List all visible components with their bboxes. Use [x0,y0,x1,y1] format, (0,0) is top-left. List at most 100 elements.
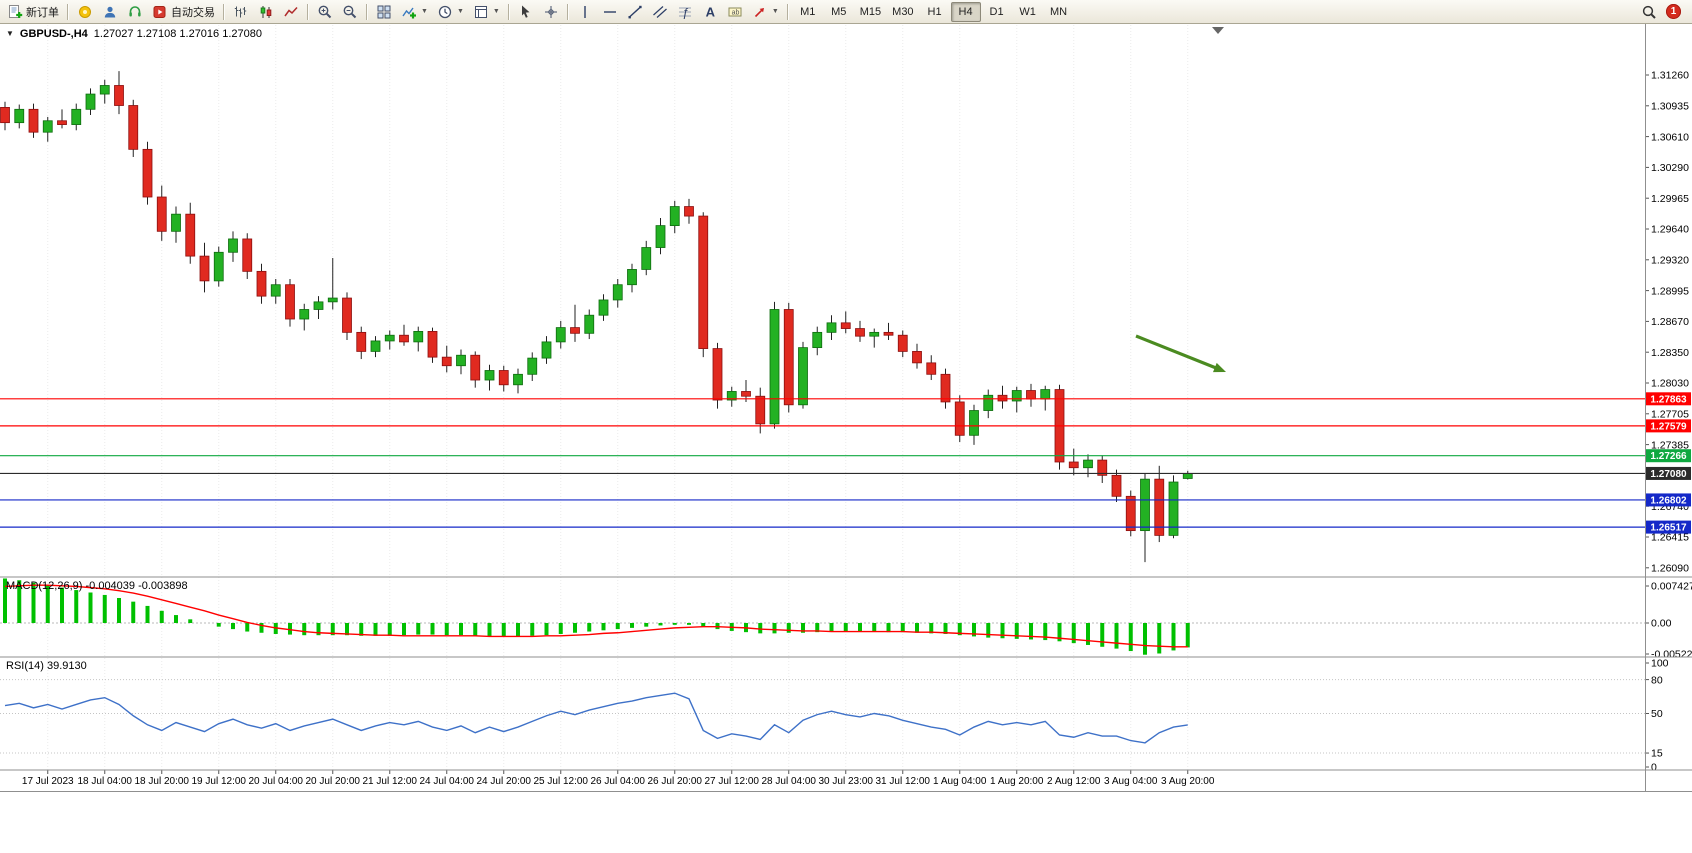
timeframe-button-M15[interactable]: M15 [859,5,882,18]
candlestick-series [0,71,1193,563]
bars-chart-button[interactable] [229,1,253,23]
timeframe-button-M5[interactable]: M5 [831,5,847,18]
svg-text:1.30610: 1.30610 [1651,131,1689,143]
line-chart-icon [284,6,298,16]
chevron-down-icon: ▼ [771,8,779,15]
timeframe-button-M30[interactable]: M30 [892,5,914,18]
macd-area[interactable] [0,577,1645,657]
svg-text:26 Jul 20:00: 26 Jul 20:00 [648,776,703,787]
trendline-icon [628,5,642,18]
search-button[interactable] [1637,1,1661,23]
svg-text:3 Aug 20:00: 3 Aug 20:00 [1161,776,1215,787]
bars-chart-icon [234,6,247,17]
svg-text:50: 50 [1651,708,1663,720]
arrows-button[interactable]: ▼ [748,1,783,23]
svg-text:0.007427: 0.007427 [1651,581,1692,593]
chart-ohlc-quote: 1.27027 1.27108 1.27016 1.27080 [93,28,262,40]
new-order-label: 新订单 [26,6,59,19]
new-order-button[interactable]: 新订单 [3,1,63,23]
zoom-in-button[interactable] [313,1,337,23]
svg-text:A: A [705,4,715,19]
zoom-in-icon [318,5,332,18]
profile-button[interactable] [98,1,122,23]
indicators-icon [402,7,416,18]
text-button[interactable]: A [698,1,722,23]
crosshair-button[interactable] [539,1,563,23]
svg-text:1.29320: 1.29320 [1651,254,1689,266]
svg-text:20 Jul 20:00: 20 Jul 20:00 [306,776,361,787]
timeframe-button-D1[interactable]: D1 [989,5,1004,18]
vertical-line-button[interactable] [573,1,597,23]
community-icon [79,5,91,18]
zoom-out-button[interactable] [338,1,362,23]
trendline-button[interactable] [623,1,647,23]
rsi-panel: 100 80 50 15 0 [0,658,1669,774]
periods-button[interactable]: ▼ [433,1,468,23]
autotrading-icon [153,5,166,18]
fibonacci-button[interactable]: ƒ [673,1,697,23]
timeframe-button-W1[interactable]: W1 [1019,5,1036,18]
support-headset-icon [129,5,141,16]
community-button[interactable] [73,1,97,23]
svg-text:27 Jul 12:00: 27 Jul 12:00 [705,776,760,787]
cursor-button[interactable] [514,1,538,23]
main-toolbar: 新订单 自动交易 [0,0,1692,24]
support-button[interactable] [123,1,147,23]
toolbar-separator [566,3,569,20]
svg-text:1 Aug 20:00: 1 Aug 20:00 [990,776,1044,787]
horizontal-line-button[interactable] [598,1,622,23]
clock-icon [438,5,452,18]
rsi-area[interactable] [0,657,1645,770]
svg-text:18 Jul 20:00: 18 Jul 20:00 [135,776,190,787]
toolbar-separator [366,3,368,20]
svg-text:1.26415: 1.26415 [1651,532,1689,544]
chart-shift-marker[interactable] [1212,27,1224,34]
svg-text:24 Jul 20:00: 24 Jul 20:00 [477,776,532,787]
svg-text:0.00: 0.00 [1651,618,1672,630]
svg-text:1.30935: 1.30935 [1651,100,1689,112]
channel-button[interactable] [648,1,672,23]
templates-button[interactable]: ▼ [469,1,504,23]
new-order-icon [9,4,23,18]
svg-text:1.31260: 1.31260 [1651,70,1689,82]
svg-text:24 Jul 04:00: 24 Jul 04:00 [420,776,475,787]
candlestick-chart-button[interactable] [254,1,278,23]
indicators-button[interactable]: ▼ [397,1,432,23]
svg-text:1.27579: 1.27579 [1650,421,1687,432]
cursor-icon [521,5,530,18]
macd-values: -0.004039 -0.003898 [85,580,188,592]
svg-text:1.26090: 1.26090 [1651,562,1689,574]
rsi-title: RSI(14) [6,660,44,672]
timeframe-button-M1[interactable]: M1 [800,5,816,18]
main-chart-area[interactable] [0,24,1645,577]
line-chart-button[interactable] [279,1,303,23]
timeframe-button-H1[interactable]: H1 [927,5,942,18]
trend-arrow-annotation[interactable] [1135,334,1226,373]
svg-text:ƒ: ƒ [682,5,689,19]
toolbar-separator [786,3,789,20]
toolbar-separator [67,3,69,20]
toolbar-separator [307,3,309,20]
tile-windows-button[interactable] [372,1,396,23]
rsi-indicator-label: RSI(14) 39.9130 [6,660,87,672]
notifications-badge[interactable]: 1 [1666,4,1681,19]
svg-text:2 Aug 12:00: 2 Aug 12:00 [1047,776,1101,787]
svg-text:15: 15 [1651,748,1663,760]
chevron-down-icon: ▼ [492,8,500,15]
time-scale[interactable]: 17 Jul 2023 18 Jul 04:00 18 Jul 20:00 19 Ju… [22,770,1215,787]
autotrading-button[interactable]: 自动交易 [148,1,219,23]
timeframe-button-MN[interactable]: MN [1050,5,1068,18]
svg-text:1.27705: 1.27705 [1651,408,1689,420]
symbol-dropdown-icon[interactable]: ▼ [6,29,14,38]
arrows-icon [754,7,764,17]
horizontal-line-icon [603,10,616,13]
text-label-button[interactable]: ab [723,1,747,23]
svg-text:17 Jul 2023: 17 Jul 2023 [22,776,74,787]
svg-text:1.30290: 1.30290 [1651,162,1689,174]
timeframe-button-H4[interactable]: H4 [950,1,981,22]
crosshair-icon [544,5,557,18]
svg-text:1.27385: 1.27385 [1651,439,1689,451]
level-lines[interactable]: 1.27863 1.27579 1.27266 1.27080 1.26802 1.265… [0,392,1691,534]
svg-text:1.28030: 1.28030 [1651,378,1689,390]
